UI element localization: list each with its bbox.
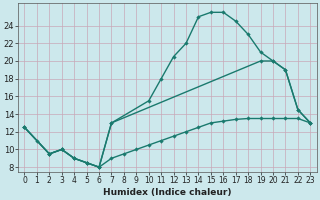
X-axis label: Humidex (Indice chaleur): Humidex (Indice chaleur) [103, 188, 232, 197]
